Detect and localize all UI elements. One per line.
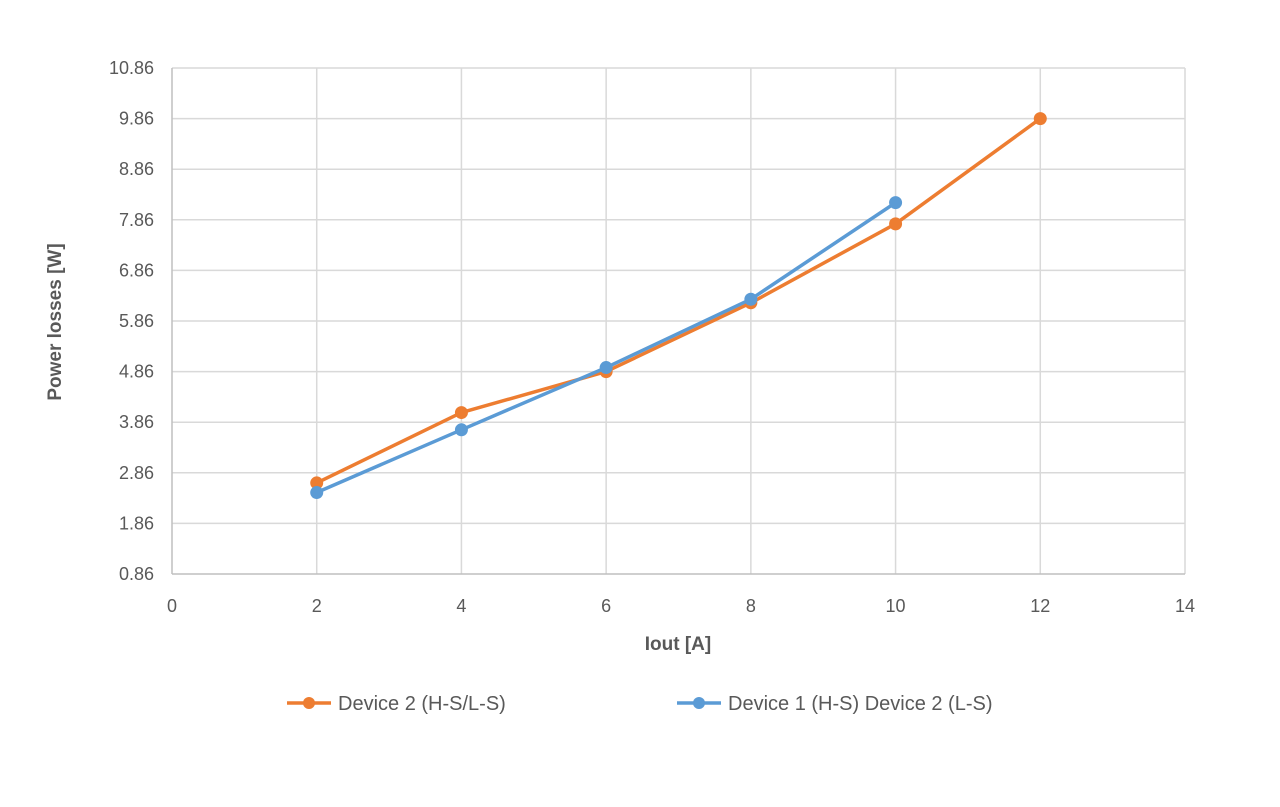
y-tick-label: 0.86 — [119, 564, 154, 584]
y-tick-label: 7.86 — [119, 210, 154, 230]
plot-area — [310, 112, 1047, 500]
y-tick-label: 5.86 — [119, 311, 154, 331]
y-tick-label: 9.86 — [119, 109, 154, 129]
x-tick-label: 2 — [312, 596, 322, 616]
data-point — [744, 292, 758, 306]
y-tick-label: 3.86 — [119, 412, 154, 432]
series-1 — [310, 112, 1047, 490]
legend-item-device-1-device-2: Device 1 (H-S) Device 2 (L-S) — [677, 693, 993, 715]
data-point — [310, 476, 324, 490]
y-tick-label: 1.86 — [119, 513, 154, 533]
axes — [171, 68, 1185, 575]
legend: Device 2 (H-S/L-S) Device 1 (H-S) Device… — [287, 693, 993, 715]
series-2 — [310, 196, 903, 500]
series-line — [314, 116, 1043, 485]
x-tick-label: 10 — [886, 596, 906, 616]
x-axis-title: Iout [A] — [645, 634, 711, 655]
x-tick-label: 8 — [746, 596, 756, 616]
data-point — [310, 486, 324, 500]
legend-marker-device-1-device-2 — [693, 697, 705, 709]
y-tick-label: 10.86 — [109, 58, 154, 78]
y-tick-label: 6.86 — [119, 260, 154, 280]
y-axis-title: Power losses [W] — [45, 243, 66, 400]
data-point — [454, 406, 468, 420]
legend-item-device-2: Device 2 (H-S/L-S) — [287, 693, 506, 715]
y-tick-label: 8.86 — [119, 159, 154, 179]
y-tick-label: 2.86 — [119, 463, 154, 483]
data-point — [599, 361, 613, 375]
legend-label-device-1-device-2: Device 1 (H-S) Device 2 (L-S) — [728, 693, 993, 715]
x-tick-label: 6 — [601, 596, 611, 616]
legend-marker-device-2 — [303, 697, 315, 709]
x-tick-label: 12 — [1030, 596, 1050, 616]
data-point — [1033, 112, 1047, 126]
grid — [172, 67, 1186, 574]
tick-labels: 0.86 1.86 2.86 3.86 4.86 5.86 6.86 7.86 8.86 9.86… — [109, 58, 1195, 616]
x-tick-label: 4 — [456, 596, 466, 616]
data-point — [889, 217, 903, 231]
x-tick-label: 0 — [167, 596, 177, 616]
x-tick-label: 14 — [1175, 596, 1195, 616]
data-point — [889, 196, 903, 210]
legend-label-device-2: Device 2 (H-S/L-S) — [338, 693, 506, 715]
y-tick-label: 4.86 — [119, 362, 154, 382]
data-point — [454, 423, 468, 437]
